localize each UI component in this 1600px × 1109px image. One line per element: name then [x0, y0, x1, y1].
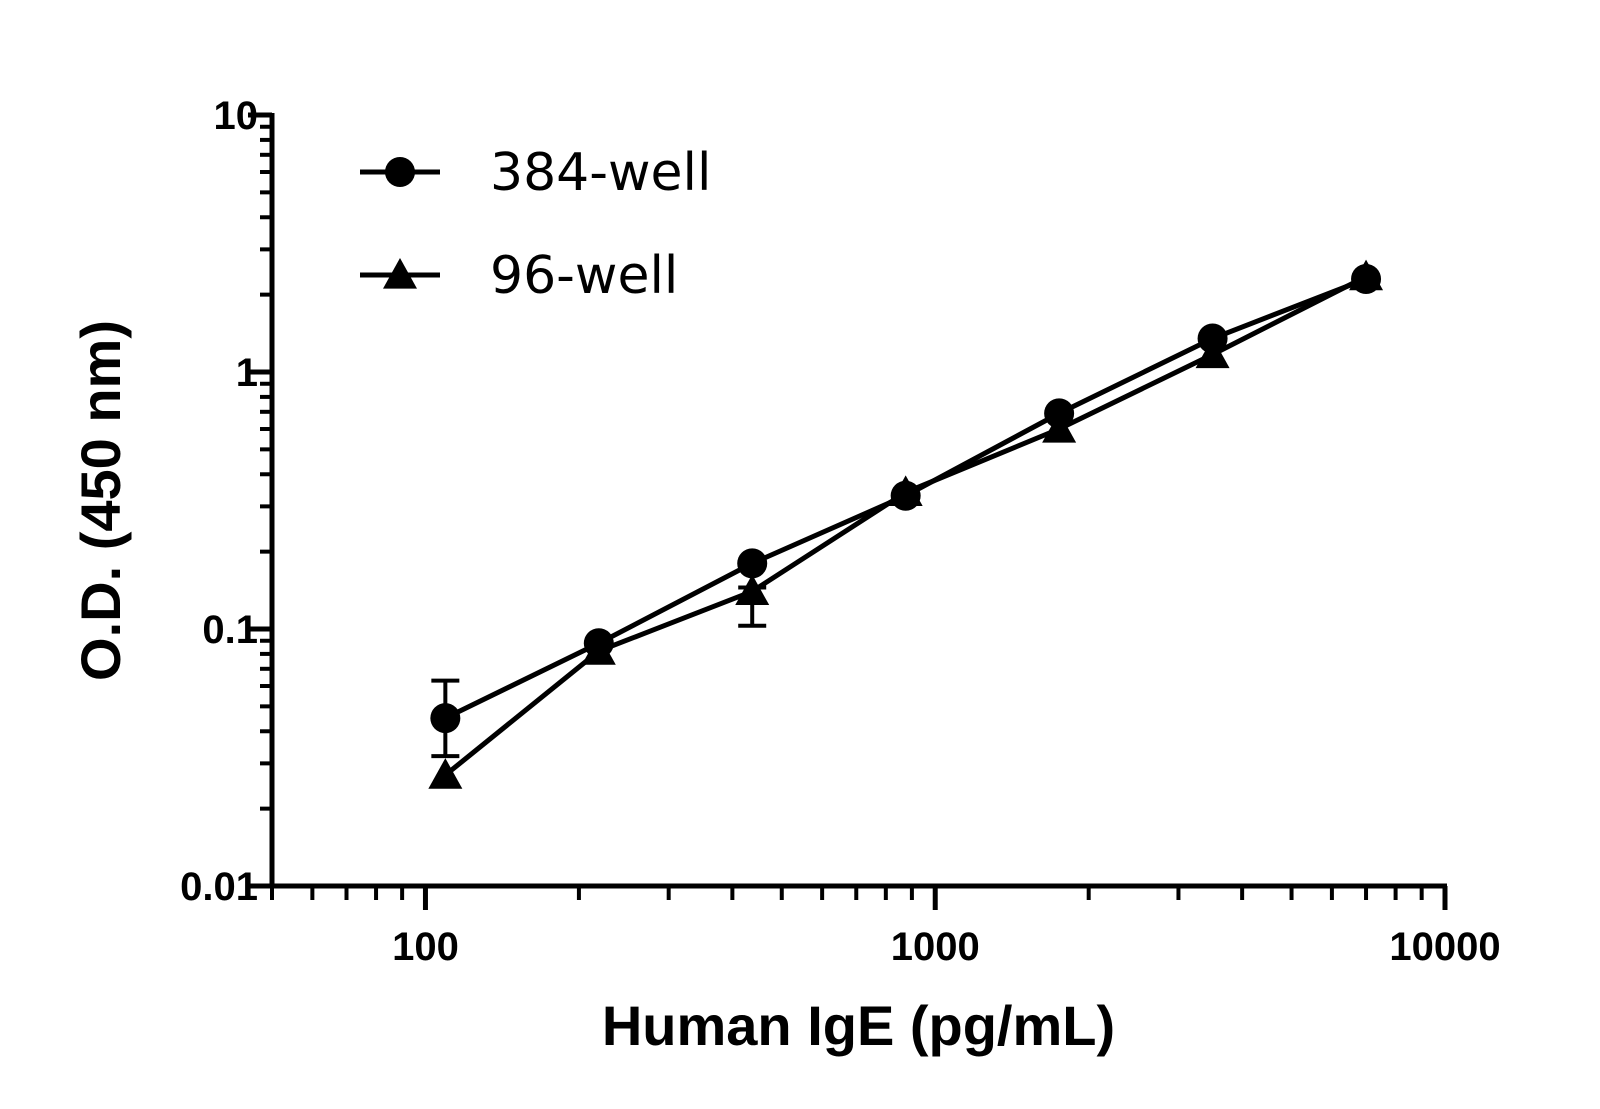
x-tick-label: 100: [392, 925, 459, 969]
error-bars: [431, 585, 767, 759]
y-tick-label: 0.01: [180, 865, 258, 909]
y-tick-label: 10: [214, 94, 259, 138]
y-axis-title: O.D. (450 nm): [69, 320, 132, 681]
legend-circle-marker: [385, 157, 415, 187]
x-tick-label: 10000: [1389, 925, 1500, 969]
circle-marker: [737, 548, 768, 579]
triangle-marker: [735, 574, 770, 606]
triangle-marker: [428, 758, 463, 789]
circle-marker: [1044, 398, 1075, 429]
axes: 0.01 0.1 1 10 100 1000 10000: [180, 94, 1500, 969]
y-tick-label: 1: [236, 351, 258, 395]
legend: 384-well 96-well: [360, 143, 711, 306]
series-line-2: [443, 274, 1368, 778]
legend-label: 384-well: [490, 143, 711, 203]
legend-label: 96-well: [490, 246, 678, 306]
legend-triangle-marker: [383, 258, 417, 289]
circle-marker: [1197, 323, 1228, 354]
series-lines: [443, 274, 1368, 778]
circle-marker: [1351, 264, 1382, 295]
x-axis-title: Human IgE (pg/mL): [602, 994, 1115, 1057]
circle-marker: [583, 628, 614, 659]
circle-marker: [430, 703, 461, 734]
series-markers: [428, 259, 1384, 789]
y-tick-label: 0.1: [202, 608, 258, 652]
circle-marker: [890, 480, 921, 511]
x-tick-label: 1000: [891, 925, 980, 969]
